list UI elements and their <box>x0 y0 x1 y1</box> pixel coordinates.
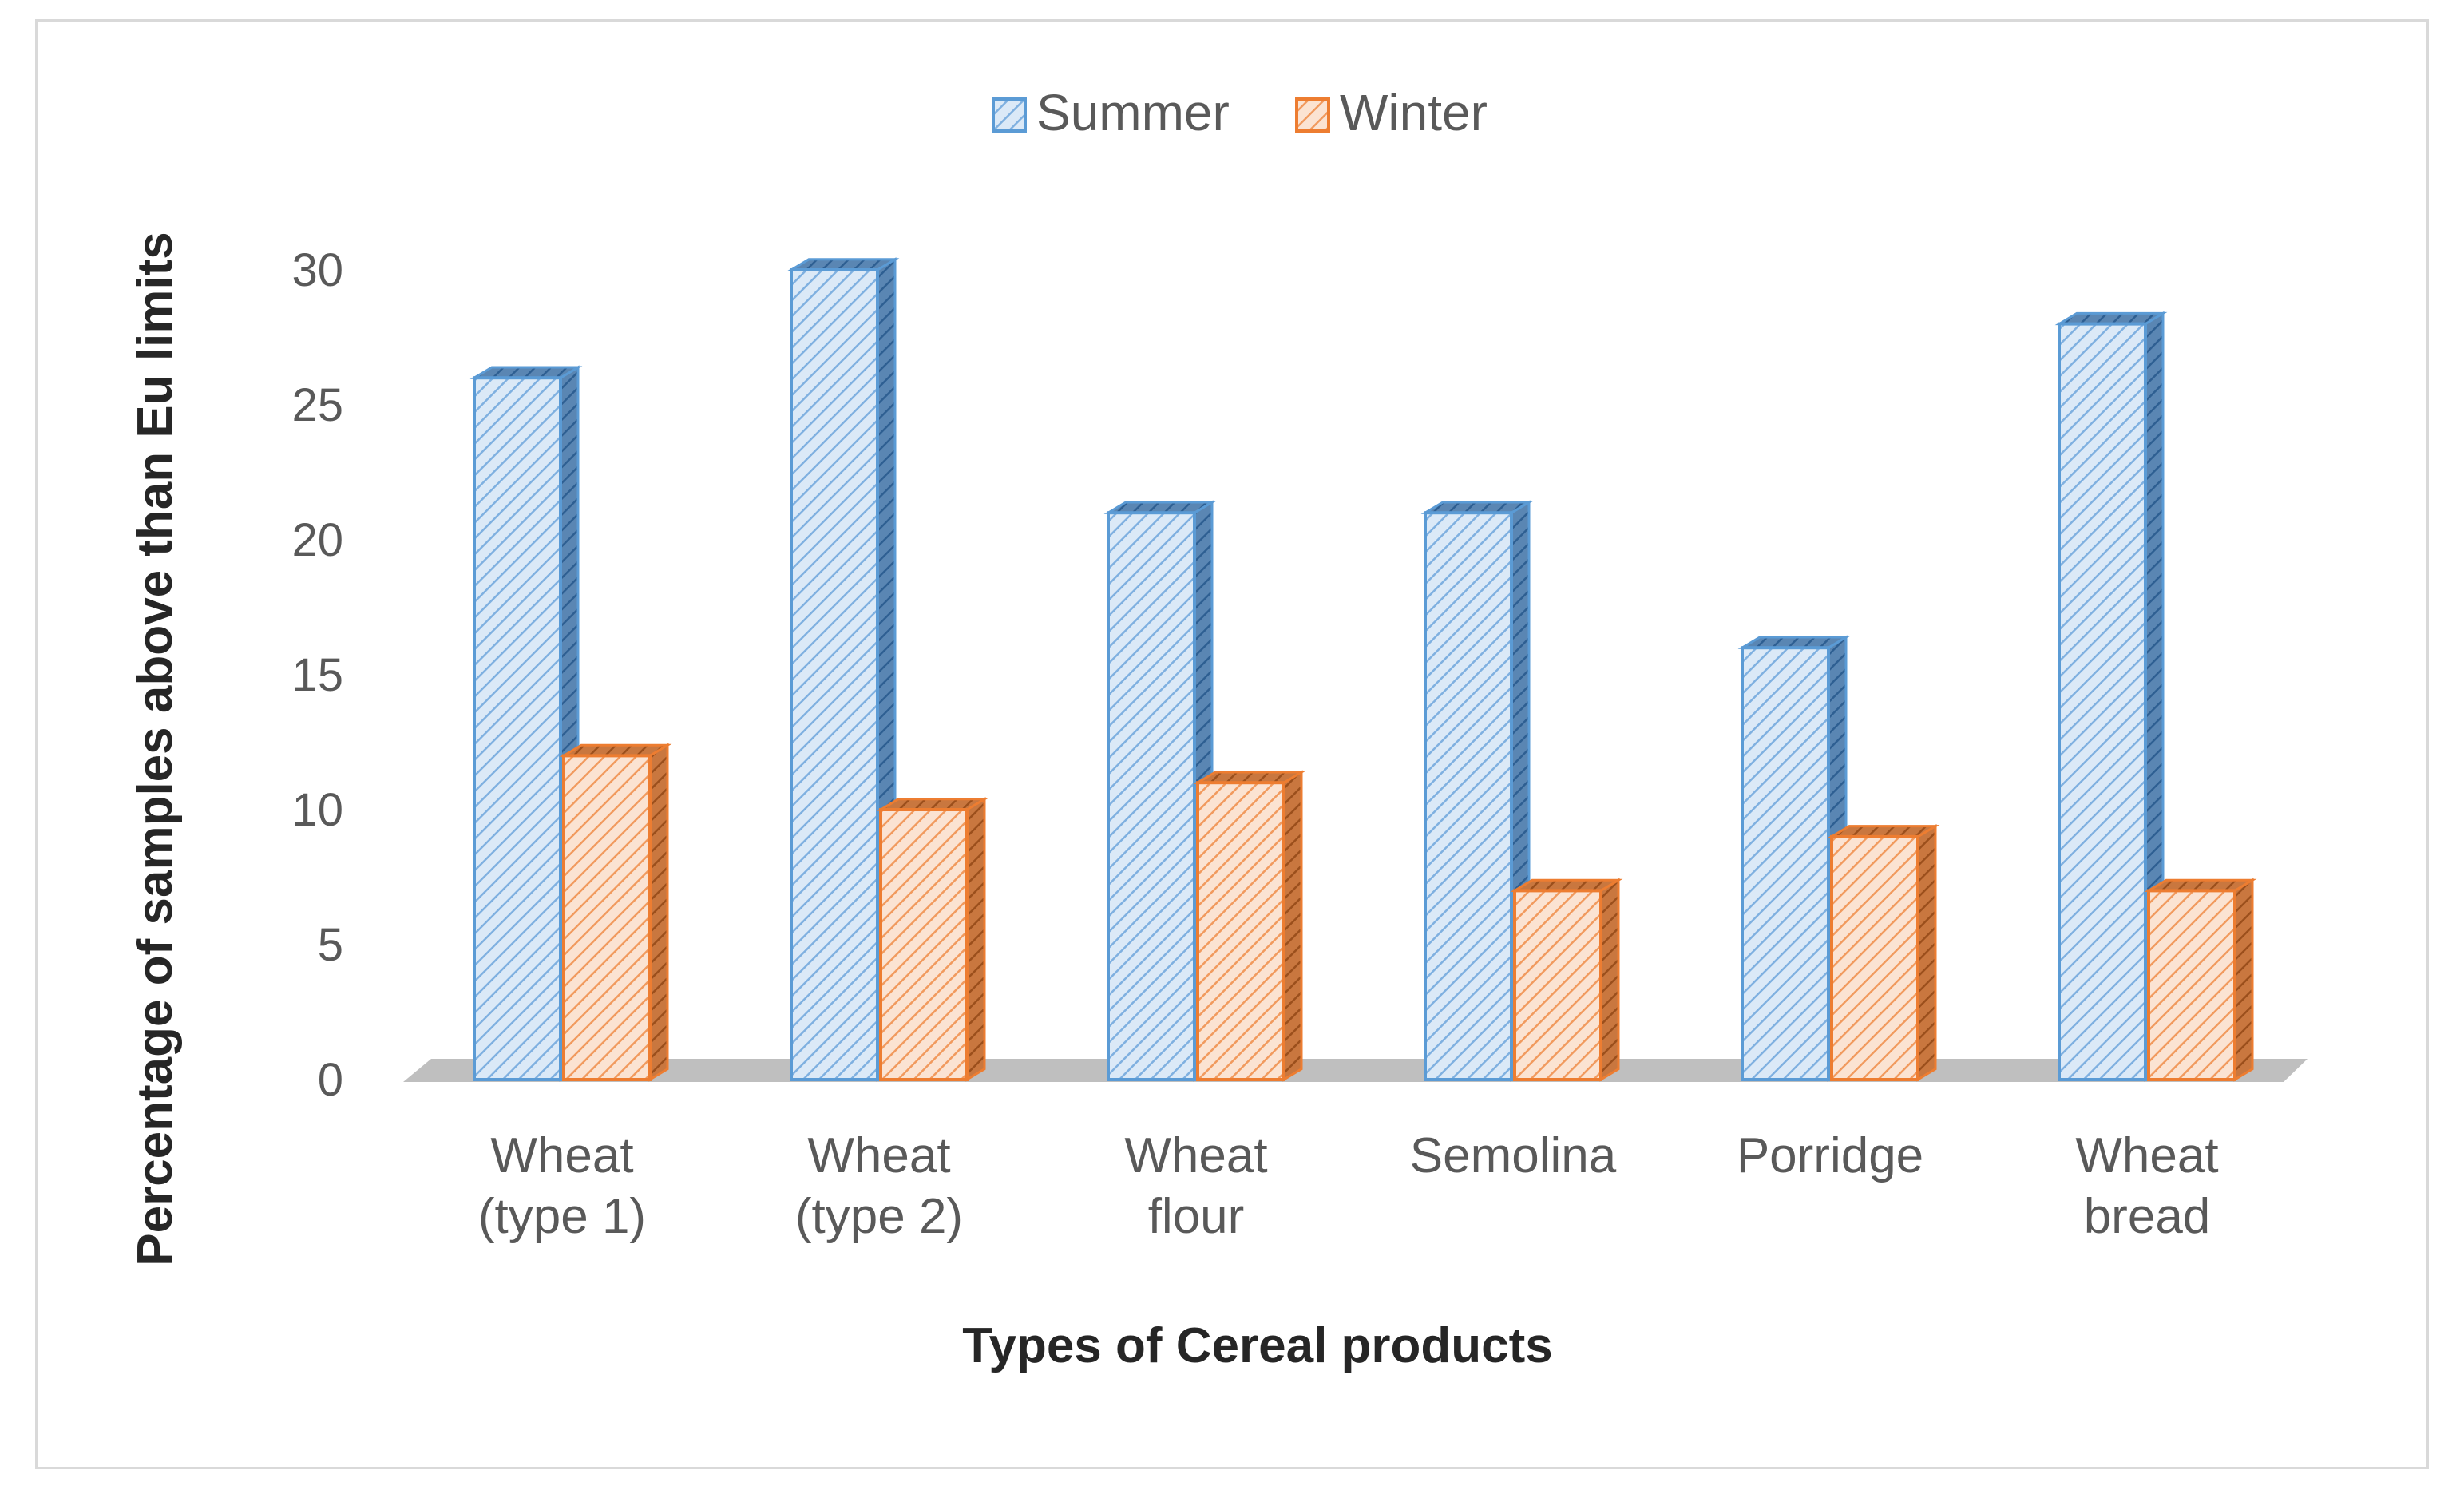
x-tick-label: Wheat (type 1) <box>478 1128 646 1244</box>
bar-winter <box>876 797 989 1082</box>
bar-front-face <box>879 808 969 1081</box>
x-tick-label: Semolina <box>1410 1128 1617 1183</box>
legend-swatch-summer <box>992 97 1027 133</box>
bar-side-face <box>1916 823 1937 1082</box>
bar-front-face <box>1424 511 1513 1081</box>
bar-side-face <box>2233 878 2254 1082</box>
bar-side-face <box>965 797 986 1082</box>
bar-front-face <box>562 754 652 1082</box>
legend: Summer Winter <box>992 84 1488 141</box>
bars <box>469 257 2257 1082</box>
bar-front-face <box>473 376 562 1081</box>
bar-front-face <box>1513 889 1602 1082</box>
legend-label-summer: Summer <box>1036 84 1230 141</box>
bar-winter <box>1827 823 1940 1082</box>
bar-front-face <box>2058 322 2147 1082</box>
y-axis-ticks: 0 5 10 15 20 25 30 <box>291 244 343 1106</box>
bar-front-face <box>1196 781 1285 1081</box>
bar-front-face <box>790 268 879 1081</box>
bar-front-face <box>1830 834 1919 1082</box>
bar-winter <box>1510 878 1623 1082</box>
bar-front-face <box>1107 511 1196 1081</box>
x-tick-label: Wheat flour <box>1124 1128 1267 1244</box>
legend-swatch-winter <box>1295 97 1330 133</box>
y-tick-label: 5 <box>318 919 343 971</box>
bar-side-face <box>1599 878 1620 1082</box>
y-tick-label: 15 <box>291 649 343 701</box>
bar-front-face <box>2147 889 2236 1082</box>
x-tick-label: Wheat bread <box>2075 1128 2218 1244</box>
x-tick-label: Porridge <box>1737 1128 1923 1183</box>
bar-summer <box>1420 500 1534 1082</box>
bar-side-face <box>1282 770 1303 1082</box>
bar-side-face <box>648 743 669 1082</box>
legend-label-winter: Winter <box>1340 84 1488 141</box>
y-axis-title: Percentage of samples above than Eu limi… <box>128 232 183 1266</box>
y-tick-label: 25 <box>291 379 343 431</box>
y-tick-label: 10 <box>291 784 343 836</box>
bar-front-face <box>1741 646 1830 1081</box>
x-axis-labels: Wheat (type 1) Wheat (type 2) Wheat flour Semo… <box>478 1128 2219 1244</box>
x-tick-label: Wheat (type 2) <box>795 1128 963 1244</box>
chart-frame <box>35 19 2429 1469</box>
bar-winter <box>559 743 672 1082</box>
plot-floor <box>403 1059 2308 1082</box>
x-axis-title: Types of Cereal products <box>962 1318 1553 1373</box>
y-tick-label: 0 <box>318 1054 343 1106</box>
bar-winter <box>1193 770 1306 1082</box>
bar-winter <box>2144 878 2257 1082</box>
y-tick-label: 20 <box>291 514 343 566</box>
y-tick-label: 30 <box>291 244 343 296</box>
